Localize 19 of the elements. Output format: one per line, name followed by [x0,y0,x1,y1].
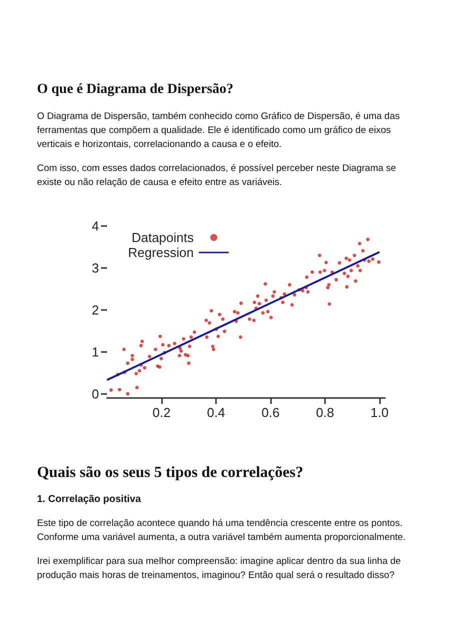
text: Irei exemplificar para sua melhor compreensão: imagine aplicar dentro da sua linha de produção mais horas de treinamentos, imaginou? Então qual será o resultado disso? [37,555,402,583]
x-tick-label: 1.0 [370,405,389,420]
text: O Diagrama de Dispersão, também conhecido como Gráfico de Dispersão, é uma das ferramentas que compõem a qualidade. Ele é identificado como um gráfico de eixos verticais e horizontais, correlacionando a causa e o efeito. [37,110,401,152]
legend-label: Datapoints [132,230,194,245]
legend-label: Regression [128,245,194,260]
y-tick-label: 2 [92,302,99,318]
x-tick-label: 0.6 [261,405,280,420]
text: Este tipo de correlação acontece quando há uma tendência crescente entre os pontos. Conforme uma variável aumenta, a outra variável também aumenta proporcionalmente. [37,517,407,545]
chart-title: O que é Diagrama de Dispersão? [37,82,234,98]
x-tick-label: 0.2 [152,405,171,420]
text: Com isso, com esses dados correlacionados, é possível perceber neste Diagrama se existe ou não relação de causa e efeito entre as variáveis. [37,162,398,190]
y-tick-label: 0 [92,386,99,402]
y-tick-label: 4 [92,218,99,234]
text: Quais são os seus 5 tipos de correlações? [37,464,304,482]
x-tick-label: 0.8 [316,405,334,420]
x-tick-label: 0.4 [206,405,226,420]
y-tick-label: 1 [92,344,99,360]
text: 1. Correlação positiva [37,494,142,505]
y-tick-label: 3 [92,260,99,276]
